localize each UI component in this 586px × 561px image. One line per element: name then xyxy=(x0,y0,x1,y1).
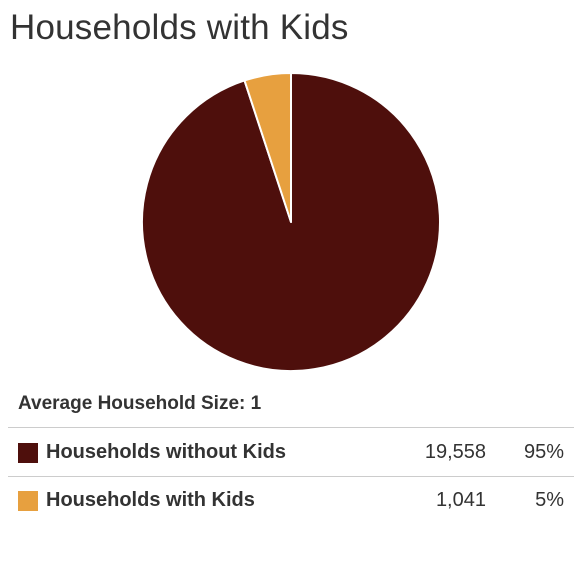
legend-swatch-without-kids xyxy=(18,443,38,463)
average-household-size: Average Household Size: 1 xyxy=(18,393,262,414)
legend-row-without-kids: Households without Kids 19,558 95% xyxy=(8,438,574,468)
legend-label: Households with Kids xyxy=(46,489,255,511)
legend-percent: 5% xyxy=(535,489,564,511)
pie-chart-svg xyxy=(141,72,441,372)
pie-chart xyxy=(140,71,442,373)
page-title: Households with Kids xyxy=(10,8,349,47)
legend-percent: 95% xyxy=(523,441,564,463)
legend-swatch-with-kids xyxy=(18,491,38,511)
legend-label: Households without Kids xyxy=(46,441,286,463)
legend-count: 1,041 xyxy=(435,489,486,511)
pie-slice-with-kids xyxy=(243,72,292,223)
legend-divider xyxy=(8,476,574,477)
legend-count: 19,558 xyxy=(424,441,486,463)
legend-divider xyxy=(8,427,574,428)
legend-row-with-kids: Households with Kids 1,041 5% xyxy=(8,486,574,516)
